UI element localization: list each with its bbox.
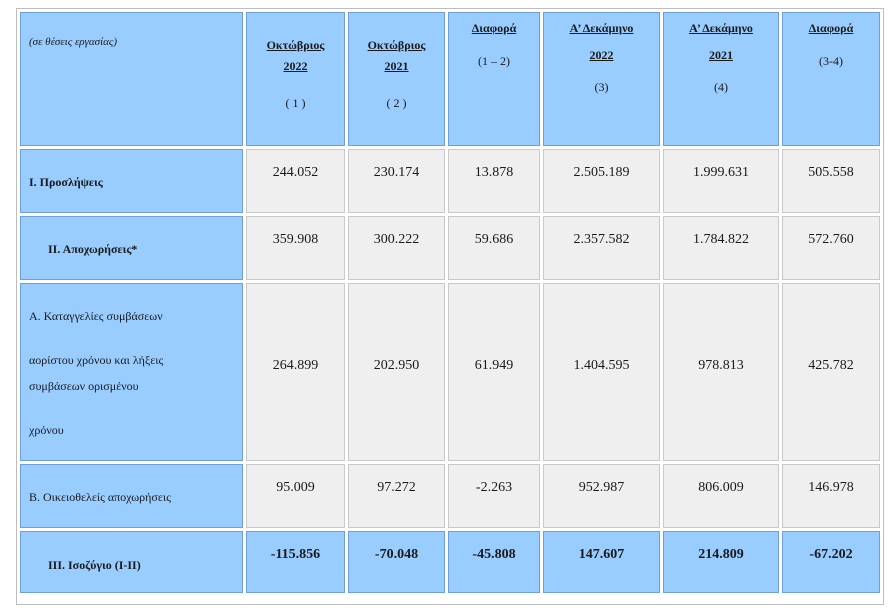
header-year: 2021 (709, 48, 733, 62)
row-label-cell: ΙΙ. Αποχωρήσεις* (20, 216, 243, 280)
employment-flows-table: (σε θέσεις εργασίας) Οκτώβριος 2022 ( 1 … (17, 9, 883, 596)
header-title: Διαφορά (471, 21, 517, 35)
header-title: Οκτώβριος (266, 38, 325, 52)
value-cell: 61.949 (448, 283, 540, 461)
header-year: 2022 (283, 59, 308, 73)
value-cell: 952.987 (543, 464, 660, 528)
header-ten-months-2021: Α’ Δεκάμηνο 2021 (4) (663, 12, 779, 146)
value-cell: 214.809 (663, 531, 779, 593)
value-cell: 146.978 (782, 464, 880, 528)
header-code: (1 – 2) (478, 54, 510, 68)
row-label-cell: Β. Οικειοθελείς αποχωρήσεις (20, 464, 243, 528)
value-cell: 505.558 (782, 149, 880, 213)
value-cell: 1.999.631 (663, 149, 779, 213)
employment-table-frame: (σε θέσεις εργασίας) Οκτώβριος 2022 ( 1 … (16, 8, 884, 605)
value-cell: 202.950 (348, 283, 445, 461)
row-label: Β. Οικειοθελείς αποχωρήσεις (29, 490, 171, 504)
header-code: (3) (594, 80, 609, 94)
table-row: Β. Οικειοθελείς αποχωρήσεις 95.009 97.27… (20, 464, 880, 528)
value-cell: 572.760 (782, 216, 880, 280)
header-title: Οκτώβριος (367, 38, 426, 52)
units-note-cell: (σε θέσεις εργασίας) (20, 12, 243, 146)
header-oct-2022: Οκτώβριος 2022 ( 1 ) (246, 12, 345, 146)
header-code: (3-4) (819, 54, 843, 68)
row-label: ΙΙΙ. Ισοζύγιο (Ι-ΙΙ) (48, 558, 141, 572)
value-cell: -2.263 (448, 464, 540, 528)
row-label-line: συμβάσεων ορισμένου (29, 379, 139, 393)
header-row: (σε θέσεις εργασίας) Οκτώβριος 2022 ( 1 … (20, 12, 880, 146)
units-note: (σε θέσεις εργασίας) (29, 36, 118, 48)
value-cell: 13.878 (448, 149, 540, 213)
table-row: ΙΙ. Αποχωρήσεις* 359.908 300.222 59.686 … (20, 216, 880, 280)
row-label: Α. Καταγγελίες συμβάσεων αορίστου χρόνου… (21, 284, 242, 437)
row-label-cell: Ι. Προσλήψεις (20, 149, 243, 213)
value-cell: 230.174 (348, 149, 445, 213)
row-label-cell: ΙΙΙ. Ισοζύγιο (Ι-ΙΙ) (20, 531, 243, 593)
value-cell: 59.686 (448, 216, 540, 280)
row-label-line: αορίστου χρόνου και λήξεις (29, 353, 164, 367)
value-cell: 1.404.595 (543, 283, 660, 461)
value-cell: 2.505.189 (543, 149, 660, 213)
row-label-line: χρόνου (29, 423, 64, 437)
value-cell: 244.052 (246, 149, 345, 213)
value-cell: 300.222 (348, 216, 445, 280)
value-cell: 147.607 (543, 531, 660, 593)
value-cell: 97.272 (348, 464, 445, 528)
header-oct-2021: Οκτώβριος 2021 ( 2 ) (348, 12, 445, 146)
value-cell: 1.784.822 (663, 216, 779, 280)
header-year: 2021 (384, 59, 409, 73)
value-cell: 2.357.582 (543, 216, 660, 280)
header-diff-3-4: Διαφορά (3-4) (782, 12, 880, 146)
value-cell: -70.048 (348, 531, 445, 593)
header-diff-1-2: Διαφορά (1 – 2) (448, 12, 540, 146)
header-title: Διαφορά (808, 21, 854, 35)
row-label: ΙΙ. Αποχωρήσεις* (48, 242, 138, 256)
header-code: ( 1 ) (285, 96, 306, 110)
value-cell: -67.202 (782, 531, 880, 593)
value-cell: 806.009 (663, 464, 779, 528)
value-cell: -45.808 (448, 531, 540, 593)
value-cell: 359.908 (246, 216, 345, 280)
row-label-cell: Α. Καταγγελίες συμβάσεων αορίστου χρόνου… (20, 283, 243, 461)
table-row-balance: ΙΙΙ. Ισοζύγιο (Ι-ΙΙ) -115.856 -70.048 -4… (20, 531, 880, 593)
header-title: Α’ Δεκάμηνο (569, 21, 634, 35)
header-code: ( 2 ) (386, 96, 407, 110)
header-year: 2022 (589, 48, 614, 62)
value-cell: 425.782 (782, 283, 880, 461)
header-ten-months-2022: Α’ Δεκάμηνο 2022 (3) (543, 12, 660, 146)
value-cell: 978.813 (663, 283, 779, 461)
value-cell: 95.009 (246, 464, 345, 528)
value-cell: -115.856 (246, 531, 345, 593)
table-row: Ι. Προσλήψεις 244.052 230.174 13.878 2.5… (20, 149, 880, 213)
table-row: Α. Καταγγελίες συμβάσεων αορίστου χρόνου… (20, 283, 880, 461)
header-title: Α’ Δεκάμηνο (689, 21, 753, 35)
row-label-line: Α. Καταγγελίες συμβάσεων (29, 309, 163, 323)
header-code: (4) (714, 80, 728, 94)
row-label: Ι. Προσλήψεις (29, 175, 103, 189)
value-cell: 264.899 (246, 283, 345, 461)
